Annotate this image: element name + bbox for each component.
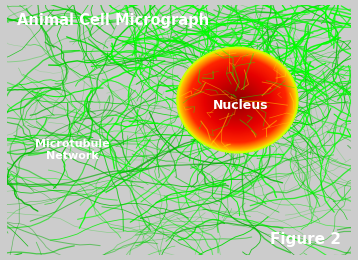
Ellipse shape <box>204 71 271 129</box>
Ellipse shape <box>178 49 296 152</box>
Ellipse shape <box>199 67 276 133</box>
Text: Microtubule
Network: Microtubule Network <box>35 139 110 161</box>
Ellipse shape <box>216 82 258 118</box>
Ellipse shape <box>233 96 241 103</box>
Text: Nucleus: Nucleus <box>213 99 268 112</box>
Ellipse shape <box>190 59 285 141</box>
Ellipse shape <box>221 86 253 114</box>
Ellipse shape <box>226 89 250 110</box>
Ellipse shape <box>213 79 261 121</box>
Ellipse shape <box>234 98 241 103</box>
Ellipse shape <box>231 94 245 106</box>
Ellipse shape <box>186 55 289 145</box>
Ellipse shape <box>194 62 281 138</box>
Ellipse shape <box>214 80 261 120</box>
Ellipse shape <box>202 69 272 131</box>
Ellipse shape <box>198 66 276 134</box>
Ellipse shape <box>184 54 291 146</box>
Ellipse shape <box>187 56 287 144</box>
Text: Figure 2: Figure 2 <box>270 232 340 247</box>
Ellipse shape <box>189 58 286 142</box>
Ellipse shape <box>212 78 262 122</box>
Ellipse shape <box>179 49 296 151</box>
Ellipse shape <box>205 72 270 128</box>
Ellipse shape <box>211 77 263 123</box>
Ellipse shape <box>221 85 255 115</box>
Ellipse shape <box>231 95 243 105</box>
Ellipse shape <box>236 99 238 101</box>
Ellipse shape <box>180 50 295 150</box>
Ellipse shape <box>183 53 291 147</box>
Ellipse shape <box>203 70 271 130</box>
Ellipse shape <box>185 55 290 146</box>
Ellipse shape <box>208 75 266 125</box>
Ellipse shape <box>218 83 256 117</box>
Ellipse shape <box>201 69 274 132</box>
Ellipse shape <box>229 93 246 107</box>
Ellipse shape <box>196 64 279 136</box>
Ellipse shape <box>224 89 251 111</box>
Ellipse shape <box>206 73 268 127</box>
Ellipse shape <box>211 76 265 124</box>
Ellipse shape <box>193 62 281 139</box>
Ellipse shape <box>182 52 292 148</box>
Ellipse shape <box>207 74 267 126</box>
Ellipse shape <box>197 65 277 135</box>
Ellipse shape <box>219 84 256 116</box>
Ellipse shape <box>227 91 247 109</box>
Text: Animal Cell Micrograph: Animal Cell Micrograph <box>18 13 209 28</box>
Ellipse shape <box>226 90 248 110</box>
Ellipse shape <box>228 92 246 108</box>
Ellipse shape <box>191 60 284 140</box>
Ellipse shape <box>236 98 240 102</box>
Ellipse shape <box>195 63 280 137</box>
Ellipse shape <box>217 83 257 118</box>
Ellipse shape <box>181 51 294 149</box>
Ellipse shape <box>216 81 260 119</box>
Ellipse shape <box>200 68 275 132</box>
Ellipse shape <box>177 48 297 152</box>
Ellipse shape <box>188 57 286 143</box>
Ellipse shape <box>232 96 242 105</box>
Ellipse shape <box>209 76 266 125</box>
Ellipse shape <box>192 61 282 139</box>
Ellipse shape <box>223 88 251 112</box>
Ellipse shape <box>222 87 252 113</box>
